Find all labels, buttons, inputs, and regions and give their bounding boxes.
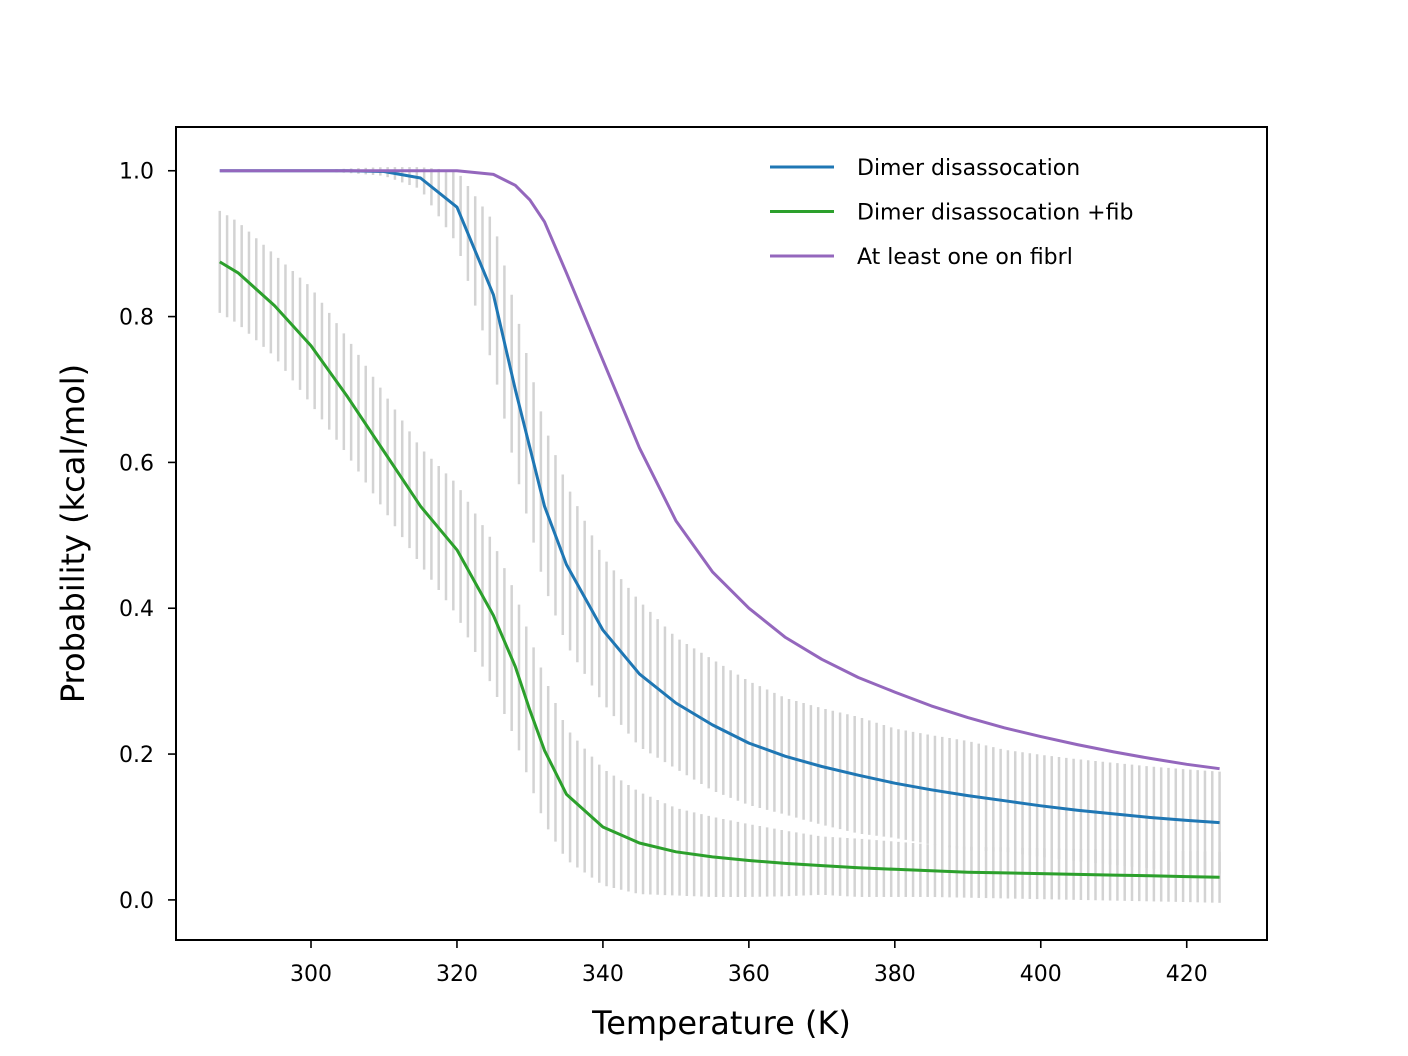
legend-label-1: Dimer disassocation +fib: [857, 201, 1133, 226]
legend-label-2: At least one on fibrl: [857, 245, 1073, 270]
y-axis-title: Probability (kcal/mol): [54, 364, 92, 703]
legend: Dimer disassocation Dimer disassocation +…: [770, 156, 1133, 270]
series-line-1: [219, 260, 1220, 879]
y-tick-label: 0.2: [119, 743, 154, 768]
y-tick-label: 0.0: [119, 889, 154, 914]
series-lines-layer: [219, 169, 1220, 879]
y-tick-label: 0.4: [119, 597, 154, 622]
x-tick-label: 300: [290, 962, 332, 987]
plot-frame: [175, 126, 1268, 941]
legend-label-0: Dimer disassocation: [857, 156, 1080, 181]
series-line-2: [219, 169, 1220, 771]
y-tick-label: 0.6: [119, 451, 154, 476]
y-axis-ticks: 0.0 0.2 0.4 0.6 0.8 1.0: [119, 160, 176, 914]
x-axis-title: Temperature (K): [591, 1004, 851, 1042]
y-tick-label: 1.0: [119, 160, 154, 185]
x-tick-label: 400: [1020, 962, 1062, 987]
x-axis-ticks: 300 320 340 360 380 400 420: [290, 940, 1208, 987]
x-tick-label: 360: [728, 962, 770, 987]
x-tick-label: 380: [874, 962, 916, 987]
y-tick-label: 0.8: [119, 306, 154, 331]
x-tick-label: 340: [582, 962, 624, 987]
x-tick-label: 420: [1166, 962, 1208, 987]
x-tick-label: 320: [436, 962, 478, 987]
